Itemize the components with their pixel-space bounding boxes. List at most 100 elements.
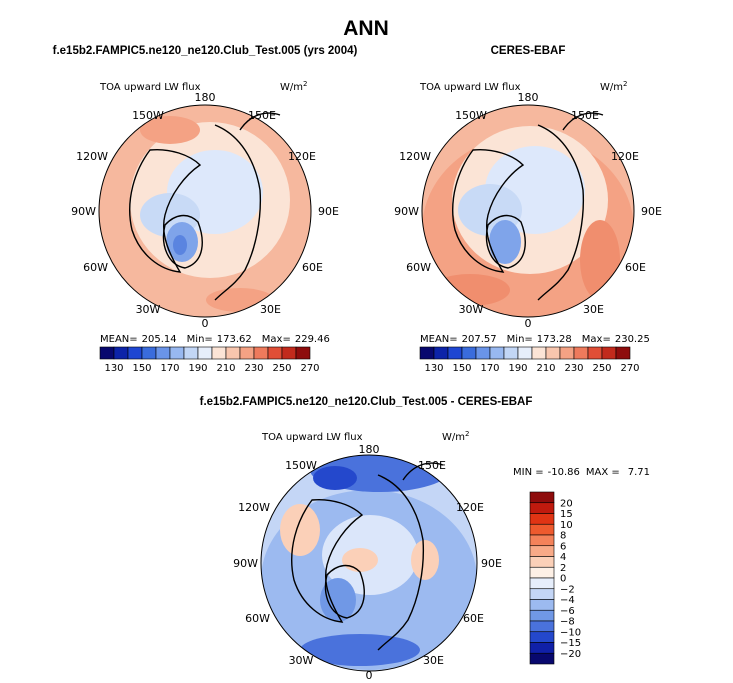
panel-model-colorbar-swatch (197, 346, 213, 360)
panel-model-colorbar-swatch (127, 346, 143, 360)
panel-model-map-border (98, 104, 312, 318)
panel-diff-colorbar-swatch (529, 642, 555, 654)
panel-ceres-colorbar-tick-label: 130 (424, 363, 443, 374)
panel-diff-colorbar-tick-label: 4 (560, 552, 566, 563)
panel-model-colorbar-tick-label: 230 (244, 363, 263, 374)
panel-ceres-colorbar-swatch (447, 346, 463, 360)
panel-model-colorbar-swatch (211, 346, 227, 360)
panel-model-lon-30w: 30W (136, 303, 161, 316)
panel-diff-colorbar-tick-label: −2 (560, 584, 575, 595)
panel-ceres-lon-90w: 90W (394, 205, 419, 218)
panel-ceres-colorbar-tick-label: 210 (536, 363, 555, 374)
panel-model-colorbar-tick-label: 210 (216, 363, 235, 374)
panel-diff-lon-90w: 90W (233, 557, 258, 570)
panel-model: f.e15b2.FAMPIC5.ne120_ne120.Club_Test.00… (53, 45, 358, 374)
panel-ceres-colorbar-swatch (573, 346, 589, 360)
panel-model-coastline-eurasia (214, 112, 281, 301)
panel-ceres-lon-30e: 30E (583, 303, 604, 316)
panel-model-colorbar-tick-label: 130 (104, 363, 123, 374)
panel-ceres-title: CERES-EBAF (491, 45, 566, 57)
panel-diff-colorbar-swatch (529, 631, 555, 643)
panel-diff-field-west-warm (280, 504, 320, 556)
panel-diff-stats: MIN = -10.86 MAX = 7.71 (513, 467, 650, 478)
panel-diff-coastline-eurasia (377, 462, 444, 651)
panel-model-lon-150e: 150E (248, 109, 276, 122)
panel-diff-colorbar-tick-label: 20 (560, 498, 573, 509)
panel-ceres-colorbar-tick-label: 150 (452, 363, 471, 374)
panel-diff-colorbar-swatch (529, 545, 555, 557)
panel-ceres-colorbar-tick-label: 170 (480, 363, 499, 374)
panel-diff-coastline-greenland (324, 564, 365, 619)
panel-diff-lon-60w: 60W (245, 612, 270, 625)
panel-diff-coastline-north-america (291, 498, 364, 623)
panel-diff-colorbar-swatch (529, 588, 555, 600)
panel-ceres-variable: TOA upward LW flux (419, 82, 521, 93)
panel-diff-colorbar-swatch (529, 513, 555, 525)
panel-model-colorbar-swatch (253, 346, 269, 360)
panel-model-colorbar-swatch (141, 346, 157, 360)
panel-ceres-lon-30w: 30W (459, 303, 484, 316)
panel-model-colorbar-swatch (267, 346, 283, 360)
panel-diff-colorbar-tick-label: −10 (560, 627, 581, 638)
panel-model-colorbar-swatch (225, 346, 241, 360)
panel-diff-colorbar-swatch (529, 523, 555, 536)
panel-diff-field-center-warm (342, 548, 378, 572)
panel-ceres-lon-180: 180 (518, 91, 539, 104)
panel-ceres-coastline-greenland (485, 214, 526, 269)
panel-diff-field-south-blue (300, 634, 420, 666)
panel-model-coastline-north-america (129, 148, 202, 273)
panel-diff-map-border (260, 454, 478, 672)
panel-ceres-stats: MEAN= 207.57 Min= 173.28 Max= 230.25 (420, 334, 650, 345)
panel-ceres-lon-120e: 120E (611, 150, 639, 163)
panel-diff: f.e15b2.FAMPIC5.ne120_ne120.Club_Test.00… (200, 396, 650, 682)
panel-ceres-field-greenland-cold (489, 220, 521, 264)
panel-diff-colorbar-tick-label: −8 (560, 617, 575, 628)
panel-model-colorbar-swatch (169, 346, 185, 360)
panel-diff-colorbar-swatch (529, 491, 555, 504)
panel-ceres-lon-150w: 150W (455, 109, 487, 122)
panel-ceres-coastline-north-america (452, 148, 525, 273)
panel-model-units: W/m2 (280, 80, 307, 93)
panel-diff-colorbar-tick-label: 2 (560, 563, 566, 574)
panel-diff-colorbar-swatch (529, 577, 555, 590)
panel-model-map (98, 104, 312, 318)
panel-ceres-colorbar-swatch (475, 346, 491, 360)
panel-ceres-field-warm-sw (430, 274, 510, 306)
panel-ceres-colorbar-swatch (503, 346, 519, 360)
panel-model-colorbar-tick-label: 170 (160, 363, 179, 374)
panel-diff-colorbar-swatch (529, 556, 555, 568)
panel-model-colorbar-tick-label: 250 (272, 363, 291, 374)
panel-ceres-map (421, 104, 635, 318)
panel-model-colorbar-swatch (281, 346, 297, 360)
panel-diff-lon-30w: 30W (289, 654, 314, 667)
panel-diff-colorbar-tick-label: 8 (560, 531, 566, 542)
panel-ceres-colorbar-tick-label: 190 (508, 363, 527, 374)
panel-diff-colorbar-tick-label: 0 (560, 574, 566, 585)
panel-diff-field-east-warm (411, 540, 439, 580)
panel-diff-colorbar-tick-label: −20 (560, 649, 581, 660)
panel-diff-lon-60e: 60E (463, 612, 484, 625)
panel-diff-lon-180: 180 (359, 443, 380, 456)
panel-diff-lon-150e: 150E (418, 459, 446, 472)
panel-model-coastline-greenland (162, 214, 203, 269)
panel-ceres-colorbar-swatch (461, 346, 477, 360)
panel-diff-colorbar-tick-label: −6 (560, 606, 575, 617)
panel-ceres-lon-150e: 150E (571, 109, 599, 122)
panel-model-colorbar-swatch (183, 346, 199, 360)
panel-model-title: f.e15b2.FAMPIC5.ne120_ne120.Club_Test.00… (53, 45, 358, 57)
panel-diff-colorbar-tick-label: −4 (560, 595, 575, 606)
panel-diff-title: f.e15b2.FAMPIC5.ne120_ne120.Club_Test.00… (200, 396, 533, 408)
panel-diff-lon-150w: 150W (285, 459, 317, 472)
panel-diff-variable: TOA upward LW flux (261, 432, 363, 443)
panel-ceres-lon-90e: 90E (641, 205, 662, 218)
panel-diff-colorbar-tick-label: 6 (560, 541, 566, 552)
panel-model-colorbar-swatch (155, 346, 171, 360)
panel-diff-colorbar-swatch (529, 609, 555, 622)
panel-ceres-colorbar-swatch (531, 346, 547, 360)
panel-model-colorbar-swatch (295, 346, 311, 360)
panel-diff-colorbar-swatch (529, 652, 555, 665)
panel-ceres-colorbar-tick-label: 250 (592, 363, 611, 374)
panel-model-colorbar-swatch (99, 346, 115, 360)
panel-diff-map (260, 454, 478, 672)
